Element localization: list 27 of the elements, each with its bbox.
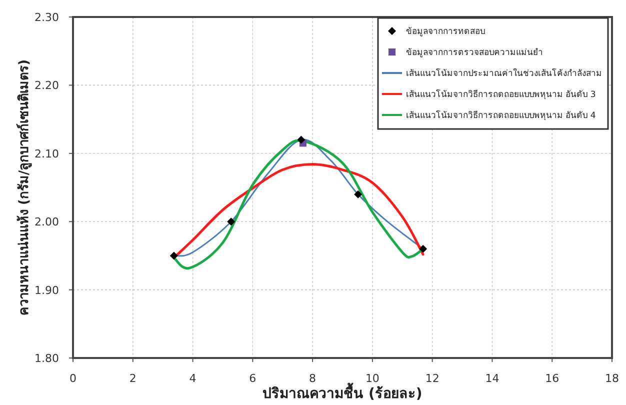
y-tick-label: 1.80 <box>34 352 59 365</box>
point <box>170 252 178 260</box>
legend-label: ข้อมูลจากการทดสอบ <box>406 26 485 37</box>
y-tick-label: 2.20 <box>34 79 59 92</box>
x-tick-label: 4 <box>189 372 196 385</box>
point <box>297 136 306 144</box>
point <box>419 244 428 253</box>
point <box>354 190 362 198</box>
x-tick-label: 16 <box>545 372 560 385</box>
y-axis-title: ความหนาแน่นแห้ง (กรัม/ลูกบาศก์เซนติเมตร) <box>16 59 32 316</box>
x-tick-label: 2 <box>129 372 136 385</box>
legend-label: เส้นแนวโน้มจากประมาณค่าในช่วงเส้นโค้งกำลังสาม <box>406 68 602 79</box>
point <box>227 218 236 226</box>
x-tick-label: 8 <box>309 372 316 385</box>
x-tick-label: 14 <box>485 372 500 385</box>
y-tick-label: 1.90 <box>34 284 59 297</box>
y-tick-label: 2.10 <box>34 147 59 160</box>
legend-label: ข้อมูลจากการตรวจสอบความแม่นยำ <box>406 47 543 58</box>
x-tick-label: 18 <box>605 372 619 385</box>
x-tick-label: 6 <box>249 372 256 385</box>
x-tick-label: 10 <box>365 372 380 385</box>
legend-label: เส้นแนวโน้มจากวิธีการถดถอยแบบพหุนาม อันดับ 3 <box>406 89 596 100</box>
legend-label: เส้นแนวโน้มจากวิธีการถดถอยแบบพหุนาม อันดับ 4 <box>406 110 596 121</box>
y-tick-label: 2.00 <box>34 216 59 229</box>
y-tick-label: 2.30 <box>34 11 59 24</box>
x-tick-label: 12 <box>425 372 440 385</box>
x-tick-label: 0 <box>70 372 76 385</box>
